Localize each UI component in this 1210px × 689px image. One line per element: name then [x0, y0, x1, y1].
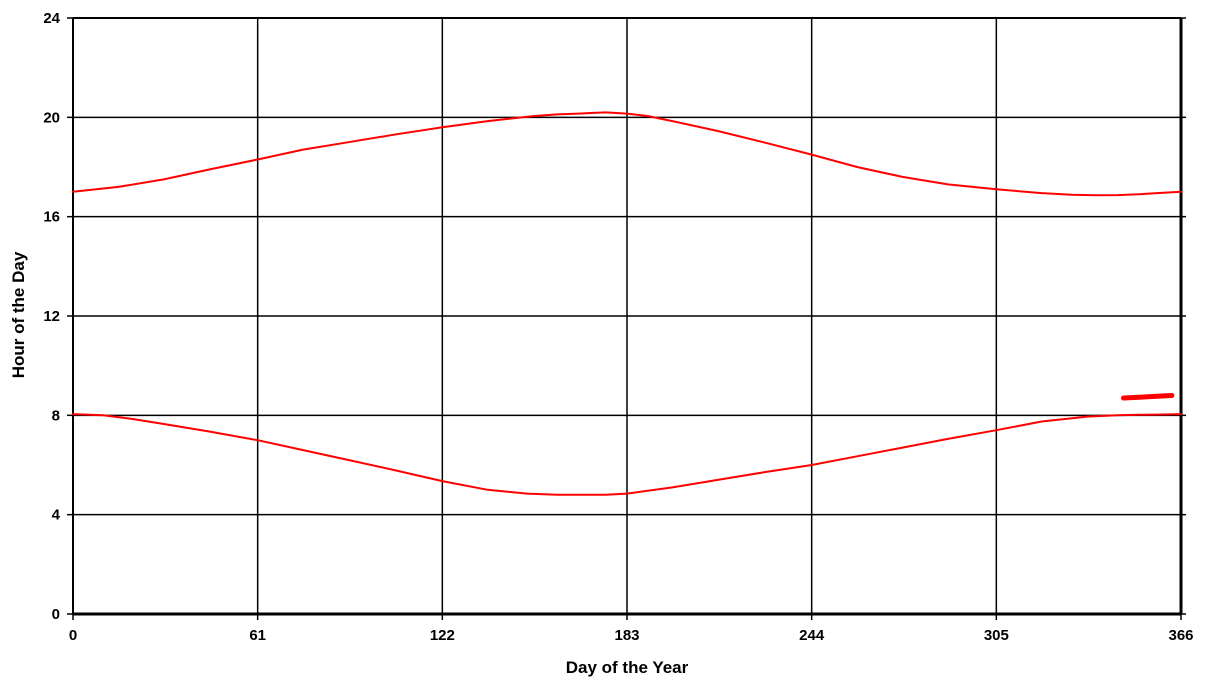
x-tick-label: 305 [984, 627, 1009, 644]
x-tick-label: 183 [614, 627, 639, 644]
tick-labels: 0 61 122 183 244 305 366 0 4 8 12 16 20 24 [43, 10, 1193, 644]
y-tick-label: 12 [43, 308, 60, 325]
series-line-1 [72, 111, 1182, 197]
y-axis-title: Hour of the Day [9, 251, 28, 378]
y-tick-label: 4 [52, 507, 61, 524]
x-tick-label: 0 [69, 627, 77, 644]
axes [67, 17, 1186, 620]
grid-lines [73, 18, 1181, 614]
y-tick-label: 0 [52, 606, 60, 623]
y-tick-label: 24 [43, 10, 60, 27]
series-line-2 [72, 413, 1182, 496]
x-tick-label: 61 [249, 627, 266, 644]
y-tick-label: 16 [43, 209, 60, 226]
data-series [72, 111, 1182, 496]
x-axis-title: Day of the Year [566, 658, 689, 677]
y-tick-label: 8 [52, 407, 60, 424]
x-tick-label: 366 [1168, 627, 1193, 644]
series-line-3 [1121, 393, 1175, 401]
y-tick-label: 20 [43, 109, 60, 126]
x-tick-label: 244 [799, 627, 825, 644]
x-tick-label: 122 [430, 627, 455, 644]
